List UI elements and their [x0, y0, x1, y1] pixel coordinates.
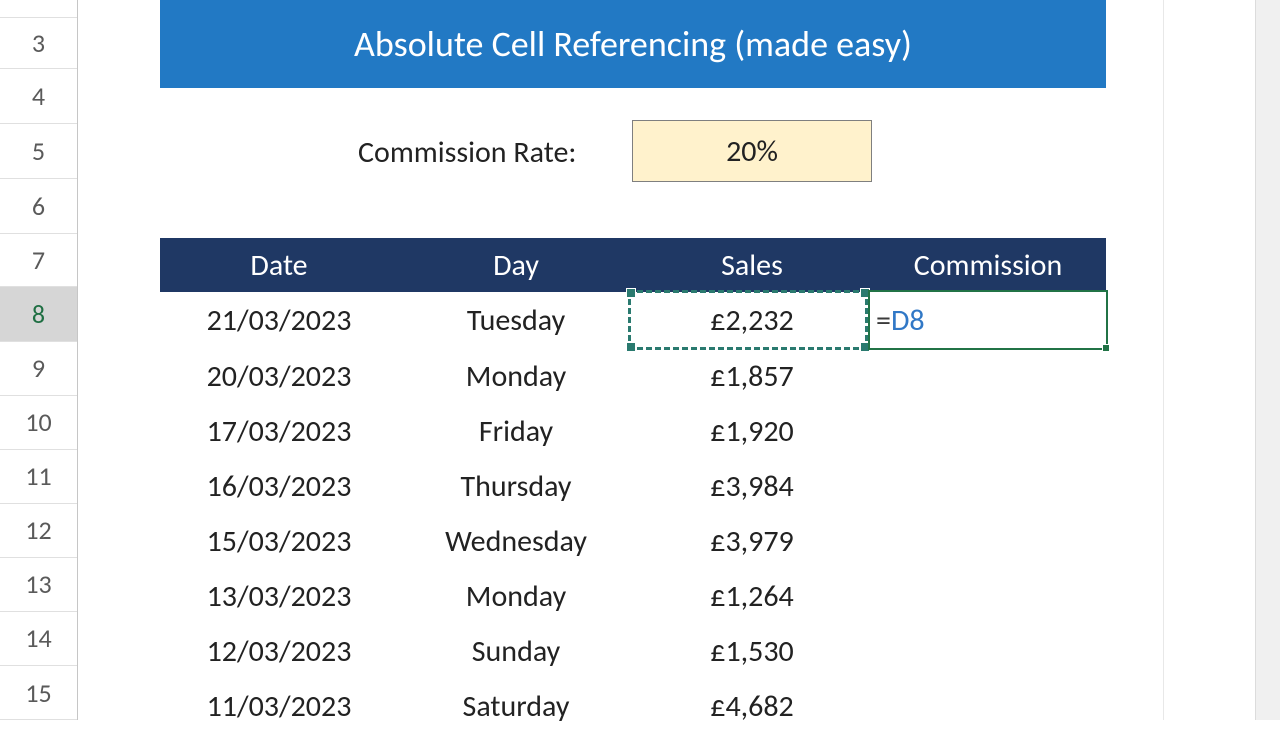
cell-sales[interactable]: £3,984 — [634, 468, 870, 505]
column-gridline — [1163, 0, 1164, 720]
table-row[interactable]: 17/03/2023 Friday £1,920 — [160, 403, 1106, 459]
active-editing-cell[interactable]: =D8 — [868, 290, 1108, 350]
row-header-6[interactable]: 6 — [0, 179, 77, 234]
row-header-10[interactable]: 10 — [0, 396, 77, 450]
cell-date[interactable]: 15/03/2023 — [160, 523, 398, 560]
cell-sales[interactable]: £1,857 — [634, 358, 870, 395]
cell-sales[interactable]: £4,682 — [634, 688, 870, 725]
cell-day[interactable]: Saturday — [398, 688, 634, 725]
cell-date[interactable]: 16/03/2023 — [160, 468, 398, 505]
row-header-8[interactable]: 8 — [0, 287, 77, 342]
cell-sales[interactable]: £1,264 — [634, 578, 870, 615]
row-header-12[interactable]: 12 — [0, 504, 77, 558]
table-row[interactable]: 11/03/2023 Saturday £4,682 — [160, 678, 1106, 734]
cell-day[interactable]: Monday — [398, 578, 634, 615]
table-row[interactable]: 13/03/2023 Monday £1,264 — [160, 568, 1106, 624]
row-headers: 3 4 5 6 7 8 9 10 11 12 13 14 15 — [0, 0, 78, 720]
cell-date[interactable]: 12/03/2023 — [160, 633, 398, 670]
cell-day[interactable]: Sunday — [398, 633, 634, 670]
cell-day[interactable]: Friday — [398, 413, 634, 450]
data-table: Date Day Sales Commission — [160, 238, 1106, 292]
table-row[interactable]: 16/03/2023 Thursday £3,984 — [160, 458, 1106, 514]
commission-rate-cell[interactable]: 20% — [632, 120, 872, 182]
row-header-15[interactable]: 15 — [0, 666, 77, 720]
col-header-day[interactable]: Day — [398, 238, 634, 292]
col-header-sales[interactable]: Sales — [634, 238, 870, 292]
cell-date[interactable]: 17/03/2023 — [160, 413, 398, 450]
col-header-date[interactable]: Date — [160, 238, 398, 292]
row-header-7[interactable]: 7 — [0, 234, 77, 287]
copy-marquee — [628, 290, 868, 350]
row-header-spacer — [0, 0, 77, 18]
formula-equals: = — [876, 302, 891, 339]
cell-date[interactable]: 11/03/2023 — [160, 688, 398, 725]
cell-sales[interactable]: £1,530 — [634, 633, 870, 670]
cell-day[interactable]: Tuesday — [398, 302, 634, 339]
row-header-3[interactable]: 3 — [0, 18, 77, 69]
table-row[interactable]: 15/03/2023 Wednesday £3,979 — [160, 513, 1106, 569]
row-header-14[interactable]: 14 — [0, 612, 77, 666]
cell-date[interactable]: 13/03/2023 — [160, 578, 398, 615]
worksheet[interactable]: 3 4 5 6 7 8 9 10 11 12 13 14 15 Absolute… — [0, 0, 1255, 720]
cell-date[interactable]: 21/03/2023 — [160, 302, 398, 339]
commission-rate-label: Commission Rate: — [358, 134, 576, 171]
formula-cell-ref: D8 — [891, 302, 925, 339]
row-header-13[interactable]: 13 — [0, 558, 77, 612]
row-header-4[interactable]: 4 — [0, 69, 77, 124]
cell-sales[interactable]: £1,920 — [634, 413, 870, 450]
scrollbar-track[interactable] — [1259, 3, 1277, 717]
cell-day[interactable]: Monday — [398, 358, 634, 395]
table-row[interactable]: 12/03/2023 Sunday £1,530 — [160, 623, 1106, 679]
cell-day[interactable]: Wednesday — [398, 523, 634, 560]
vertical-scrollbar[interactable] — [1255, 0, 1280, 720]
table-row[interactable]: 20/03/2023 Monday £1,857 — [160, 348, 1106, 404]
cell-sales[interactable]: £3,979 — [634, 523, 870, 560]
row-header-9[interactable]: 9 — [0, 342, 77, 396]
grid-content[interactable]: Absolute Cell Referencing (made easy) Co… — [78, 0, 1255, 720]
table-header: Date Day Sales Commission — [160, 238, 1106, 292]
cell-day[interactable]: Thursday — [398, 468, 634, 505]
marquee-handle-icon — [626, 288, 636, 298]
row-header-5[interactable]: 5 — [0, 124, 77, 179]
cell-date[interactable]: 20/03/2023 — [160, 358, 398, 395]
col-header-commission[interactable]: Commission — [870, 238, 1106, 292]
row-header-11[interactable]: 11 — [0, 450, 77, 504]
